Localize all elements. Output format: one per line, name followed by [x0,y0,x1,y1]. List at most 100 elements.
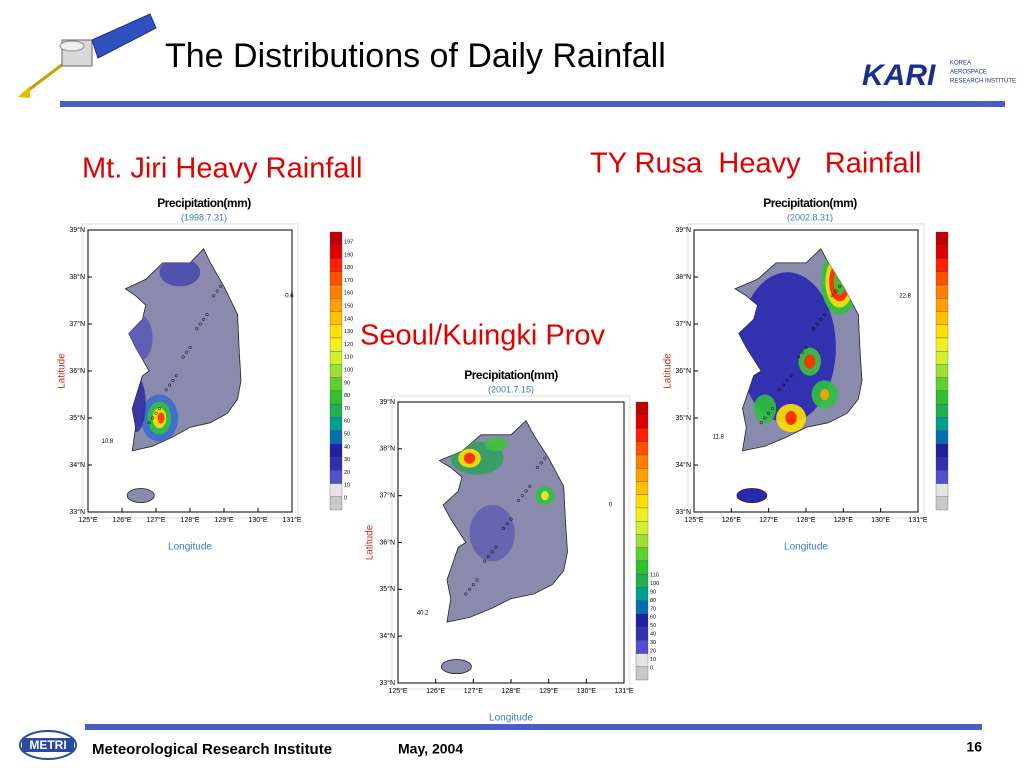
lat-tick-label: 35°N [69,414,85,422]
station [475,578,479,582]
lon-tick-label: 131°E [908,516,927,524]
colorbar-cell [935,443,949,458]
panel-heading: Mt. Jiri Heavy Rainfall [82,153,362,185]
station [778,388,782,392]
station [819,317,823,321]
colorbar-label: 90 [344,380,350,386]
station [154,411,158,415]
colorbar-label: 90 [650,589,656,595]
lon-tick-label: 125°E [684,516,703,524]
colorbar-label: 30 [650,640,656,646]
lon-tick-label: 125°E [78,516,97,524]
station [202,317,206,321]
station [151,416,155,420]
y-axis-label: Latitude [663,353,674,389]
colorbar-cell [935,417,949,431]
station [767,411,771,415]
colorbar-cell [329,311,343,325]
station [516,498,521,502]
colorbar-label: 70 [650,606,656,612]
lat-tick-label: 33°N [69,508,85,516]
colorbar-label: 150 [344,303,353,309]
colorbar-cell [935,364,949,378]
station [838,284,842,288]
station [789,374,793,378]
colorbar-cell [935,390,949,405]
station-value: 0.6 [285,293,294,299]
colorbar-cell [329,470,343,484]
colorbar-cell [935,258,949,272]
lat-tick-label: 39°N [69,226,85,234]
lon-tick-label: 131°E [282,516,301,524]
station [490,550,494,554]
colorbar-cell [635,520,649,535]
rain-area [820,388,830,401]
colorbar-cell [635,468,649,482]
colorbar-cell [935,245,949,259]
rain-area [469,505,515,562]
station [770,407,774,411]
lon-tick-label: 126°E [112,516,131,524]
station [171,378,175,382]
colorbar-cell [329,337,343,352]
station [185,350,189,354]
colorbar-label: 40 [650,632,656,638]
colorbar-label: 180 [344,265,353,271]
kari-logo: KARI KOREA AEROSPACE RESEARCH INSTITUTE [862,59,1016,92]
colorbar-label: 170 [344,278,353,284]
station [811,327,816,331]
lon-tick-label: 129°E [539,687,558,695]
colorbar-cell [635,560,649,575]
colorbar-cell [329,430,343,444]
colorbar-cell [635,454,649,469]
map-title: Precipitation(mm) [763,196,857,210]
station [181,355,185,359]
colorbar-cell [635,587,649,601]
colorbar-label: 50 [650,623,656,629]
colorbar-cell [935,470,949,484]
colorbar-label: 10 [344,483,350,489]
lon-tick-label: 127°E [464,687,483,695]
lat-tick-label: 33°N [379,679,395,687]
colorbar-cell [635,666,649,681]
jeju [736,488,768,504]
colorbar-cell [635,401,649,416]
colorbar-label: 50 [344,431,350,437]
colorbar-cell [935,483,949,497]
colorbar-label: 60 [344,419,350,425]
colorbar-cell [329,350,343,365]
colorbar-cell [329,403,343,418]
map-title: Precipitation(mm) [464,368,558,382]
lat-tick-label: 33°N [675,508,691,516]
station [168,383,172,387]
colorbar-cell [329,258,343,272]
colorbar-cell [635,626,649,641]
rain-area [159,258,201,287]
station [505,522,509,526]
colorbar-cell [329,496,343,511]
colorbar-cell [329,231,343,246]
station-value: 40.2 [417,610,429,616]
y-axis-label: Latitude [57,353,68,389]
lat-tick-label: 36°N [675,367,691,375]
map-date: (1998.7.31) [181,212,227,222]
rain-area [753,394,777,423]
y-axis-label: Latitude [365,524,376,560]
colorbar-cell [935,403,949,418]
rain-area [157,412,165,424]
station [823,313,827,317]
colorbar-label: 70 [344,406,350,412]
colorbar-label: 110 [650,572,659,578]
lat-tick-label: 38°N [69,273,85,281]
station [501,526,506,531]
logo-line: KOREA [950,61,971,67]
station [483,559,487,563]
station [528,484,532,488]
station [535,466,539,470]
colorbar-cell [935,271,949,286]
colorbar-cell [635,481,649,495]
